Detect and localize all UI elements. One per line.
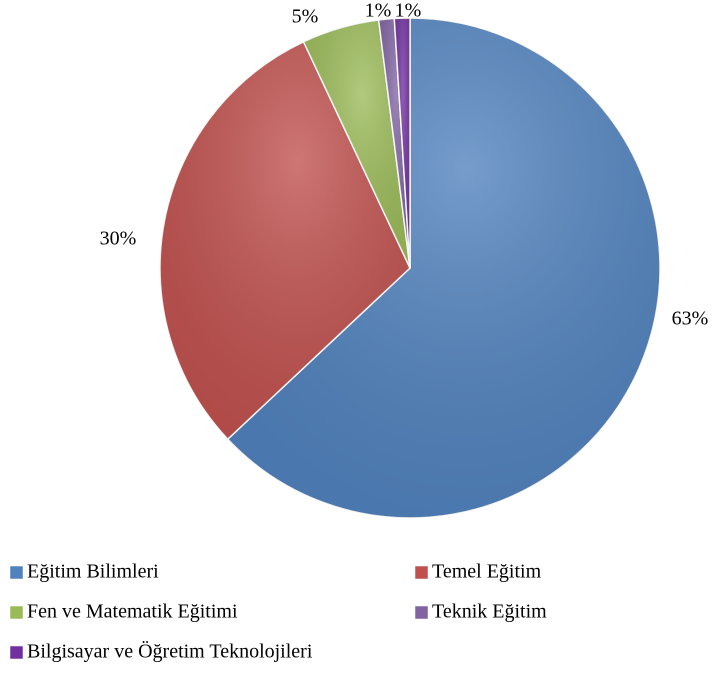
data-label: 1% bbox=[365, 0, 392, 22]
data-label: 30% bbox=[100, 228, 137, 250]
legend-swatch bbox=[414, 605, 429, 620]
data-label: 5% bbox=[292, 6, 319, 28]
legend-swatch bbox=[9, 645, 24, 660]
legend: Eğitim Bilimleri Temel Eğitim Fen ve Matem… bbox=[9, 561, 547, 663]
legend-label: Bilgisayar ve Öğretim Teknolojileri bbox=[27, 640, 313, 663]
legend-swatch bbox=[9, 605, 24, 620]
legend-label: Fen ve Matematik Eğitimi bbox=[27, 601, 238, 623]
data-label: 63% bbox=[672, 308, 709, 330]
legend-swatch bbox=[9, 565, 24, 580]
pie bbox=[159, 17, 661, 519]
data-label: 1% bbox=[395, 0, 422, 22]
legend-label: Teknik Eğitim bbox=[432, 601, 547, 623]
data-labels: 63% 30% 5% 1% 1% bbox=[100, 0, 709, 330]
legend-swatch bbox=[414, 565, 429, 580]
legend-label: Temel Eğitim bbox=[432, 561, 542, 583]
legend-label: Eğitim Bilimleri bbox=[27, 561, 159, 583]
